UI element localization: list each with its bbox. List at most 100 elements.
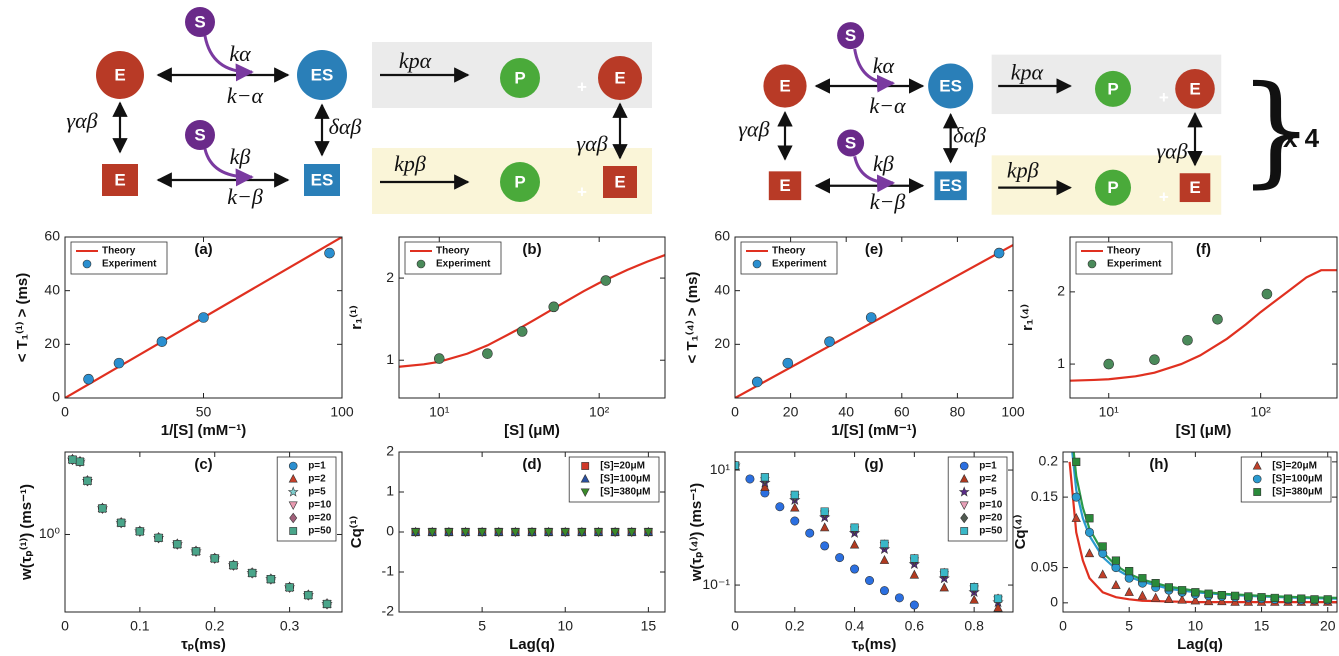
rate-label: kpβ [394, 151, 426, 176]
species-label: P [514, 172, 525, 191]
data-point [1099, 549, 1107, 557]
legend-label: p=20 [308, 513, 332, 524]
data-point [791, 491, 799, 499]
y-axis-label: < T₁⁽¹⁾ > (ms) [14, 273, 31, 362]
species-label: E [614, 68, 625, 87]
legend-label: Theory [436, 246, 470, 257]
y-tick-label: 0 [1050, 594, 1058, 610]
data-point [174, 540, 182, 548]
legend-swatch [1088, 260, 1096, 268]
data-point [1258, 593, 1266, 601]
y-tick-label: 40 [44, 281, 60, 297]
y-tick-label: 2 [1057, 283, 1065, 299]
species-label: ES [939, 176, 962, 195]
rate-label: k−β [870, 189, 906, 214]
y-tick-label: 10¹ [710, 461, 731, 477]
legend-swatch [1253, 475, 1261, 483]
data-point [517, 326, 527, 336]
data-point [1104, 359, 1114, 369]
data-point [323, 600, 331, 608]
data-point [1139, 574, 1147, 582]
x-tick-label: 50 [196, 404, 212, 420]
rate-label: k−β [227, 184, 263, 209]
data-point [549, 302, 559, 312]
panel-label: (f) [1196, 241, 1211, 258]
y-tick-label: 2 [386, 443, 394, 459]
y-tick-label: 20 [44, 335, 60, 351]
y-tick-label: 60 [44, 228, 60, 244]
legend-label: p=1 [308, 461, 326, 472]
data-point [881, 540, 889, 548]
y-axis-label: Cq⁽¹⁾ [348, 516, 365, 549]
panel-label: (d) [522, 456, 541, 473]
legend-label: [S]=100μM [600, 474, 650, 485]
x-tick-label: 10² [589, 404, 610, 420]
data-point [820, 542, 828, 550]
reaction-diagram: ESkαk−αESkpαP+EγαβδαβγαβESkβk−βESkpβP+E [66, 7, 652, 214]
x-tick-label: 0 [61, 404, 69, 420]
x-tick-label: 20 [1320, 618, 1336, 634]
y-tick-label: 10⁰ [39, 525, 61, 541]
data-point [1072, 493, 1080, 501]
x-tick-label: 40 [838, 404, 854, 420]
y-tick-label: 0.15 [1031, 488, 1058, 504]
rate-label: kpα [1011, 60, 1044, 85]
legend-label: Experiment [772, 259, 827, 270]
data-point [761, 473, 769, 481]
legend-label: p=20 [979, 513, 1003, 524]
data-point [1311, 596, 1319, 604]
data-point [821, 508, 829, 516]
legend-label: Experiment [102, 259, 157, 270]
data-point [136, 528, 144, 536]
data-point [199, 313, 209, 323]
species-label: E [1189, 178, 1200, 197]
data-point [994, 248, 1004, 258]
data-point [1205, 590, 1213, 598]
x-tick-label: 10 [557, 618, 573, 634]
y-tick-label: 2 [386, 269, 394, 285]
species-label: ES [311, 170, 334, 189]
chart-panel: 10¹10²12TheoryExperiment(b)[S] (μM)r₁⁽¹⁾ [348, 237, 665, 439]
data-point [99, 505, 107, 513]
panel-label: (e) [865, 241, 883, 258]
x-tick-label: 80 [950, 404, 966, 420]
x-tick-label: 100 [1001, 404, 1025, 420]
species-label: P [1107, 79, 1118, 98]
legend-swatch [289, 462, 297, 470]
data-point [1218, 591, 1226, 599]
data-point [783, 358, 793, 368]
data-point [940, 569, 948, 577]
y-tick-label: 1 [1057, 355, 1065, 371]
data-point [746, 475, 754, 483]
species-label: + [1159, 188, 1169, 207]
data-point [880, 586, 888, 594]
data-point [1086, 514, 1094, 522]
legend-swatch [83, 260, 91, 268]
species-label: + [577, 77, 587, 96]
rate-label: kα [229, 41, 251, 66]
y-axis-label: < T₁⁽⁴⁾ > (ms) [684, 272, 701, 364]
species-label: E [779, 176, 790, 195]
data-point [806, 529, 814, 537]
x-tick-label: 10 [1188, 618, 1204, 634]
data-point [84, 374, 94, 384]
legend-label: p=5 [979, 487, 997, 498]
x-tick-label: 15 [1254, 618, 1270, 634]
data-point [1165, 584, 1173, 592]
data-point [286, 584, 294, 592]
data-point [1085, 528, 1093, 536]
legend-label: [S]=20μM [1272, 461, 1317, 472]
chart-panel: 0510152000.050.150.2[S]=20μM[S]=100μM[S]… [1012, 413, 1337, 653]
data-point [1271, 594, 1279, 602]
data-point [157, 337, 167, 347]
legend-label: p=10 [979, 500, 1003, 511]
y-axis-label: r₁⁽¹⁾ [348, 305, 365, 330]
y-axis-label: w(τₚ⁽⁴⁾) (ms⁻¹) [688, 483, 705, 582]
data-point [1149, 355, 1159, 365]
legend-label: p=10 [308, 500, 332, 511]
data-point [1112, 557, 1120, 565]
chart-panel: 00.10.20.310⁰p=1p=2p=5p=10p=20p=50(c)τₚ(… [18, 452, 342, 653]
panel-label: (b) [522, 241, 541, 258]
data-point [1178, 586, 1186, 594]
